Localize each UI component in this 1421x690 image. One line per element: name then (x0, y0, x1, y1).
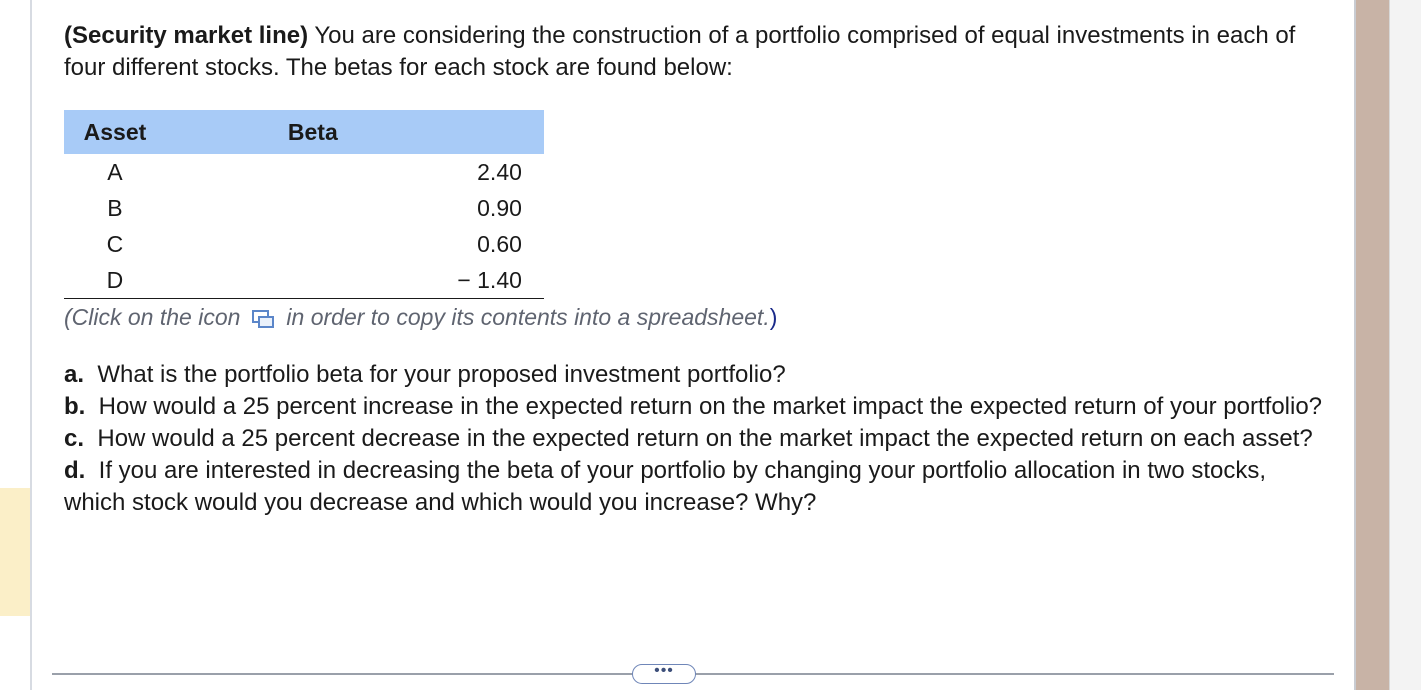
question-text: What is the portfolio beta for your prop… (97, 361, 786, 388)
question-text: How would a 25 percent decrease in the e… (97, 425, 1313, 452)
copy-spreadsheet-icon[interactable] (250, 307, 275, 328)
table-row: D − 1.40 (64, 262, 544, 299)
left-highlight-marker (0, 488, 30, 616)
asset-cell: A (107, 158, 123, 185)
beta-value: 0.60 (477, 230, 522, 257)
copy-note-close: ) (769, 303, 778, 330)
copy-instructions: (Click on the icon in order to copy its … (64, 301, 1334, 333)
beta-cell: − 1.40 (165, 262, 544, 299)
question-b: b. How would a 25 percent increase in th… (64, 391, 1334, 423)
question-content: (Security market line) You are consideri… (64, 20, 1334, 519)
table-row: C 0.60 (64, 226, 544, 262)
problem-title: (Security market line) (64, 22, 309, 49)
asset-cell: D (64, 262, 166, 299)
table-row: B 0.90 (64, 190, 544, 226)
left-rail (30, 0, 32, 690)
table-header-row: Asset Beta (64, 110, 544, 154)
right-side-panel (1356, 0, 1389, 690)
copy-note-after: in order to copy its contents into a spr… (286, 303, 770, 330)
right-border (1354, 0, 1356, 690)
asset-cell: C (106, 230, 124, 257)
right-scroll-area[interactable] (1389, 0, 1421, 690)
problem-statement: (Security market line) You are consideri… (64, 20, 1334, 84)
problem-text: You are considering the construction of … (64, 22, 1296, 81)
header-asset: Asset (64, 110, 166, 154)
question-label: b. (64, 393, 86, 420)
beta-cell: 2.40 (166, 154, 544, 190)
beta-cell: 0.60 (166, 226, 544, 262)
beta-value: 0.90 (477, 194, 522, 221)
beta-table: Asset Beta A 2.40 B 0.90 C 0.60 D (64, 110, 544, 299)
beta-cell: 0.90 (166, 190, 544, 226)
beta-value: − 1.40 (457, 266, 522, 293)
question-list: a. What is the portfolio beta for your p… (64, 359, 1334, 519)
expand-more-button[interactable]: ••• (632, 663, 696, 684)
asset-cell: B (107, 194, 123, 221)
table-row: A 2.40 (64, 154, 544, 190)
header-beta: Beta (165, 110, 544, 154)
question-label: c. (64, 425, 85, 452)
copy-note-before: (Click on the icon (64, 303, 241, 330)
question-c: c. How would a 25 percent decrease in th… (64, 423, 1334, 455)
question-label: a. (64, 361, 85, 388)
beta-value: 2.40 (477, 158, 522, 185)
question-text: How would a 25 percent increase in the e… (98, 393, 1323, 420)
question-label: d. (64, 457, 86, 484)
question-text: If you are interested in decreasing the … (64, 457, 1267, 516)
question-a: a. What is the portfolio beta for your p… (64, 359, 1334, 391)
question-d: d. If you are interested in decreasing t… (64, 455, 1334, 519)
